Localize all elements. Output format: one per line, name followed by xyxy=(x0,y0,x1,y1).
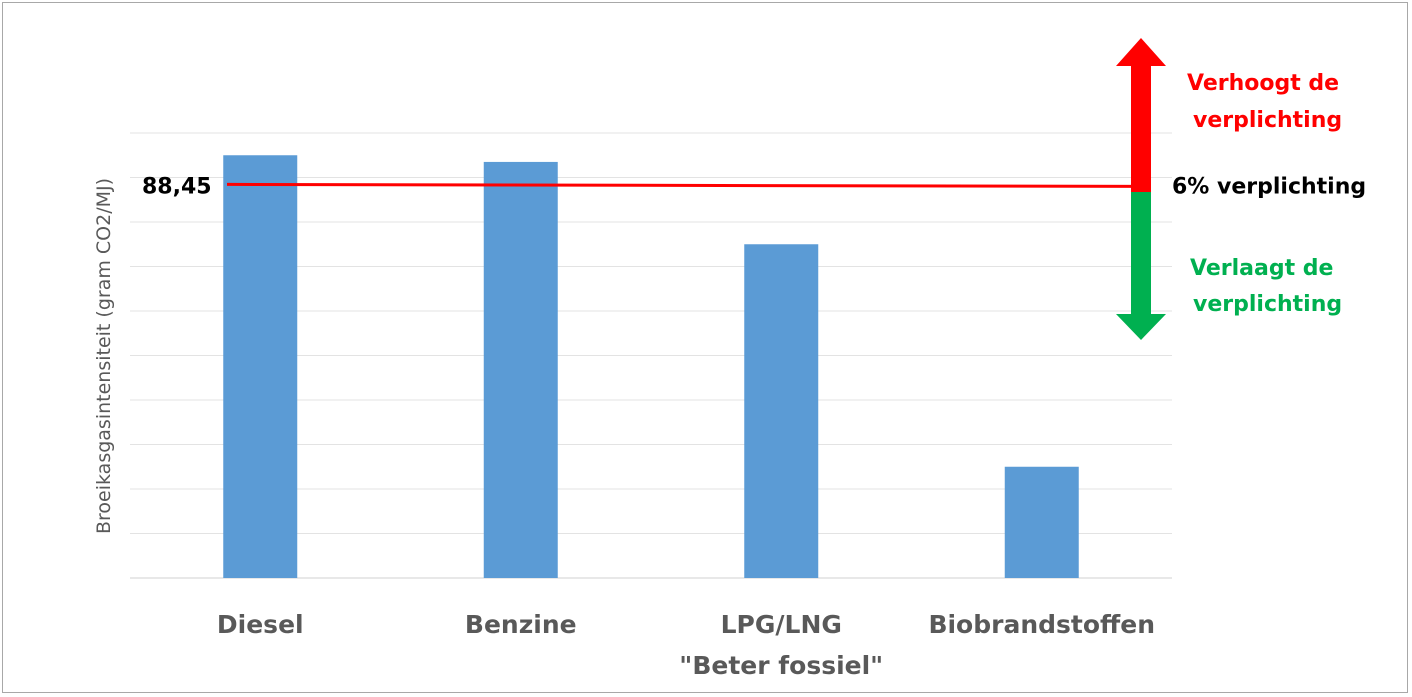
category-label: LPG/LNG xyxy=(721,610,842,639)
y-axis-label: Broeikasgasintensiteit (gram CO2/MJ) xyxy=(93,178,115,534)
obligation-label: 6% verplichting xyxy=(1172,174,1366,199)
gridlines xyxy=(130,132,1172,579)
reference-value-label: 88,45 xyxy=(142,174,212,199)
category-labels: Diesel Benzine LPG/LNG "Beter fossiel" Biobr… xyxy=(217,610,1155,680)
category-label: Diesel xyxy=(217,610,304,639)
bar-biobrandstoffen xyxy=(1004,466,1079,578)
bars xyxy=(223,155,1079,579)
decrease-annotation-line-2: verplichting xyxy=(1193,292,1342,317)
category-label: Biobrandstoffen xyxy=(928,610,1155,639)
increase-annotation-line-1: Verhoogt de xyxy=(1187,71,1339,96)
reference-line-group: 88,45 6% verplichting xyxy=(142,174,1366,199)
increase-annotation: Verhoogt de verplichting xyxy=(1187,71,1342,133)
double-arrow xyxy=(1116,38,1166,340)
bar-lpg-lng xyxy=(744,244,819,578)
reference-line xyxy=(226,182,1142,188)
category-label: Benzine xyxy=(465,610,577,639)
bar-diesel xyxy=(223,155,298,578)
decrease-annotation: Verlaagt de verplichting xyxy=(1190,256,1342,317)
bar-benzine xyxy=(483,161,558,579)
decrease-annotation-line-1: Verlaagt de xyxy=(1190,256,1333,281)
arrow-up-icon xyxy=(1116,38,1166,192)
category-label: "Beter fossiel" xyxy=(679,651,883,680)
arrow-down-icon xyxy=(1116,192,1166,340)
increase-annotation-line-2: verplichting xyxy=(1193,108,1342,133)
